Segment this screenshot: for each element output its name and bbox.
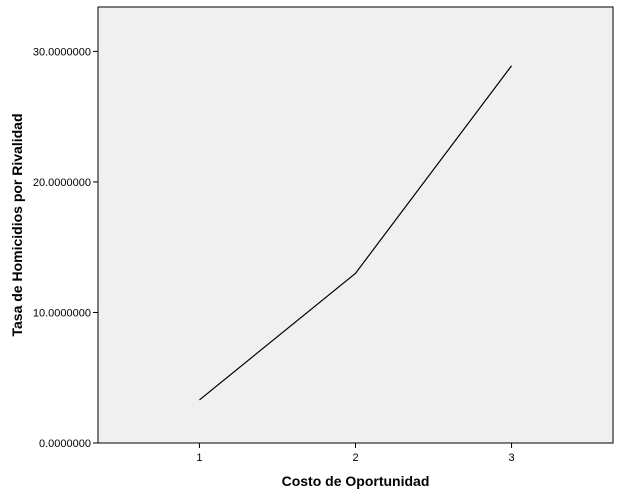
y-axis-title: Tasa de Homicidios por Rivalidad <box>9 113 25 336</box>
y-axis: 0.0000000 10.0000000 20.0000000 30.0000000 <box>33 46 98 450</box>
x-axis-title: Costo de Oportunidad <box>282 473 430 489</box>
y-tick-label: 20.0000000 <box>33 177 91 189</box>
x-tick-label: 1 <box>196 452 202 464</box>
x-tick-label: 2 <box>352 452 358 464</box>
y-tick-label: 10.0000000 <box>33 307 91 319</box>
series-line <box>199 65 513 401</box>
x-axis: 1 2 3 <box>196 443 515 464</box>
y-tick-label: 0.0000000 <box>39 438 91 450</box>
plot-area <box>97 6 614 444</box>
y-tick-label: 30.0000000 <box>33 46 91 58</box>
x-tick-label: 3 <box>508 452 514 464</box>
